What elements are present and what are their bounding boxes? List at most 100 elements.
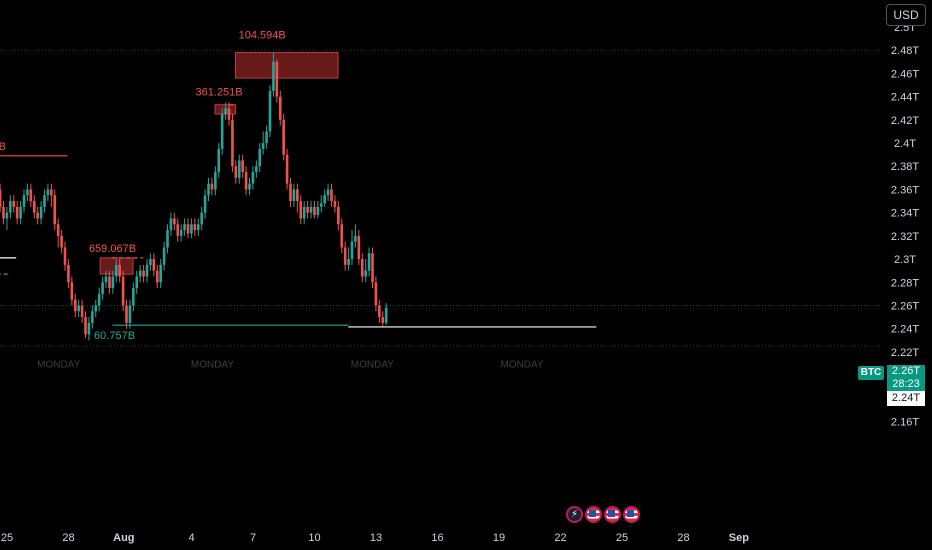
y-tick-label: 2.28T xyxy=(891,277,919,289)
candle-body xyxy=(0,189,2,207)
candle xyxy=(80,299,84,323)
candle xyxy=(46,183,50,202)
candle xyxy=(313,201,316,219)
candle-body xyxy=(15,206,19,219)
candle xyxy=(207,177,210,202)
candle-body xyxy=(354,235,357,242)
candle xyxy=(50,183,53,207)
currency-button[interactable]: USD xyxy=(886,4,926,26)
y-tick-label: 2.16T xyxy=(891,417,919,429)
candle-body xyxy=(46,189,50,196)
candle-body xyxy=(196,224,200,231)
candle-body xyxy=(176,224,180,236)
candle-body xyxy=(248,183,251,190)
candle xyxy=(190,218,193,239)
candle xyxy=(128,299,132,329)
y-tick-label: 2.46T xyxy=(891,68,919,80)
candle-body xyxy=(94,305,98,312)
candle-body xyxy=(299,201,303,219)
candle xyxy=(367,247,371,277)
candle-body xyxy=(350,241,354,260)
candle-body xyxy=(145,264,149,277)
candle xyxy=(285,148,289,190)
us-flag-icon[interactable] xyxy=(585,506,602,523)
candle-body xyxy=(313,206,316,215)
candle-body xyxy=(323,195,326,204)
candle-body xyxy=(224,108,227,115)
candle-body xyxy=(125,305,128,323)
zone-volume-label: 65.997B xyxy=(0,141,6,153)
candle-body xyxy=(22,195,26,207)
y-tick-label: 2.38T xyxy=(891,161,919,173)
y-tick-label: 2.32T xyxy=(891,231,919,243)
candle xyxy=(142,264,145,283)
session-label: MONDAY xyxy=(37,359,80,370)
us-flag-icon[interactable] xyxy=(623,506,640,523)
candle xyxy=(234,160,238,184)
candle-body xyxy=(111,276,115,289)
candle xyxy=(39,201,43,225)
us-flag-icon[interactable] xyxy=(604,506,621,523)
candle-body xyxy=(2,206,5,219)
candle xyxy=(255,160,258,178)
candle xyxy=(278,90,282,126)
candle-body xyxy=(296,189,299,202)
candle-body xyxy=(268,90,272,132)
candle xyxy=(186,218,190,239)
candle xyxy=(84,311,87,338)
candle-body xyxy=(285,154,289,184)
candle xyxy=(9,195,12,219)
candle-body xyxy=(114,264,118,277)
x-axis[interactable]: 25 28 Aug 4 7 10 13 16 19 22 25 28 Sep xyxy=(1,532,749,544)
candle-body xyxy=(333,201,337,207)
candle-body xyxy=(330,189,333,202)
candle xyxy=(135,270,139,294)
candle xyxy=(77,299,80,318)
candle xyxy=(330,183,333,207)
candle xyxy=(214,166,217,196)
candle-body xyxy=(159,264,162,283)
candle xyxy=(364,259,367,283)
candle xyxy=(101,276,104,300)
candle-body xyxy=(364,270,367,277)
candle-body xyxy=(234,166,238,178)
lightning-icon[interactable]: ⚡ xyxy=(566,506,583,523)
candle xyxy=(91,305,94,329)
candle xyxy=(354,224,357,248)
candle-body xyxy=(29,189,33,202)
candle-body xyxy=(101,282,104,294)
candle xyxy=(159,259,162,289)
candle xyxy=(162,241,166,271)
zone-volume-label: 104.594B xyxy=(239,30,286,42)
candle xyxy=(299,195,303,225)
candle xyxy=(319,195,323,213)
candle-body xyxy=(162,247,166,265)
candle xyxy=(237,154,241,184)
candle-body xyxy=(149,259,152,265)
session-label: MONDAY xyxy=(191,359,234,370)
x-tick-label: 10 xyxy=(308,532,320,544)
y-tick-label: 2.48T xyxy=(891,45,919,57)
candle xyxy=(347,247,350,271)
candle xyxy=(138,264,142,283)
current-price-value: 2.26T xyxy=(891,365,921,377)
candle-body xyxy=(227,108,231,120)
candle-body xyxy=(384,307,388,323)
candle xyxy=(371,247,374,289)
candle xyxy=(350,230,354,265)
candle xyxy=(268,85,272,138)
candle xyxy=(374,276,378,312)
candle xyxy=(275,59,279,103)
support-level-tag: 2.24T xyxy=(887,391,925,406)
candle-body xyxy=(217,148,221,173)
candle-body xyxy=(39,206,43,219)
candle-body xyxy=(203,195,207,213)
candle xyxy=(132,282,135,312)
candle xyxy=(43,189,46,213)
candle xyxy=(272,52,275,97)
candle xyxy=(94,299,98,318)
candle-body xyxy=(132,288,135,306)
y-axis[interactable]: 2.5T2.48T2.46T2.44T2.42T2.4T2.38T2.36T2.… xyxy=(891,22,919,429)
candle xyxy=(125,299,128,329)
